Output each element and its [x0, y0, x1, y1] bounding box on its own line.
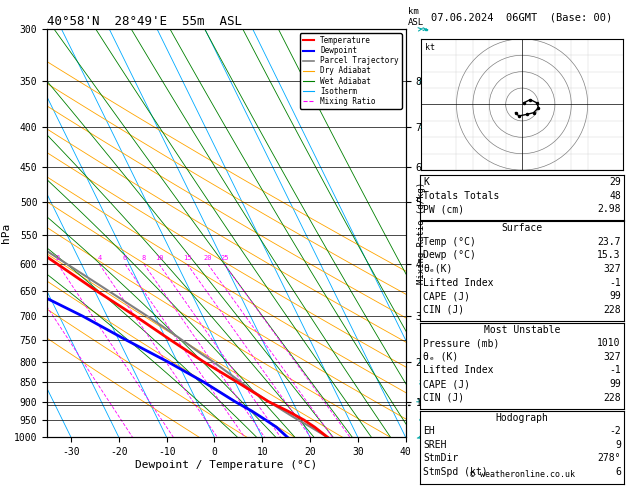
Text: 1010: 1010	[598, 338, 621, 348]
Text: Dewp (°C): Dewp (°C)	[423, 250, 476, 260]
Text: SREH: SREH	[423, 440, 447, 450]
Text: Totals Totals: Totals Totals	[423, 191, 499, 201]
Text: PW (cm): PW (cm)	[423, 204, 464, 214]
Text: StmDir: StmDir	[423, 453, 459, 464]
Text: θₑ (K): θₑ (K)	[423, 352, 459, 362]
Text: K: K	[423, 177, 429, 187]
Text: 99: 99	[609, 291, 621, 301]
Text: 228: 228	[603, 393, 621, 403]
Text: 228: 228	[603, 305, 621, 315]
Text: 20: 20	[204, 255, 212, 261]
Text: 15: 15	[183, 255, 191, 261]
Text: 07.06.2024  06GMT  (Base: 00): 07.06.2024 06GMT (Base: 00)	[431, 12, 613, 22]
Legend: Temperature, Dewpoint, Parcel Trajectory, Dry Adiabat, Wet Adiabat, Isotherm, Mi: Temperature, Dewpoint, Parcel Trajectory…	[299, 33, 402, 109]
Text: 4: 4	[97, 255, 101, 261]
Text: 10: 10	[155, 255, 164, 261]
Text: 15.3: 15.3	[598, 250, 621, 260]
Text: 25: 25	[220, 255, 228, 261]
Text: LCL: LCL	[459, 401, 474, 410]
Text: kt: kt	[425, 43, 435, 52]
Text: © weatheronline.co.uk: © weatheronline.co.uk	[470, 469, 574, 479]
Text: EH: EH	[423, 426, 435, 436]
Text: 48: 48	[609, 191, 621, 201]
Text: 2.98: 2.98	[598, 204, 621, 214]
Text: 2: 2	[56, 255, 60, 261]
Text: km
ASL: km ASL	[408, 7, 424, 27]
Text: Lifted Index: Lifted Index	[423, 278, 494, 288]
X-axis label: Dewpoint / Temperature (°C): Dewpoint / Temperature (°C)	[135, 460, 318, 470]
Text: 23.7: 23.7	[598, 237, 621, 247]
Text: Most Unstable: Most Unstable	[484, 325, 560, 335]
Text: 327: 327	[603, 352, 621, 362]
Y-axis label: hPa: hPa	[1, 223, 11, 243]
Text: 99: 99	[609, 379, 621, 389]
Text: 29: 29	[609, 177, 621, 187]
Text: 6: 6	[615, 467, 621, 477]
Text: CIN (J): CIN (J)	[423, 305, 464, 315]
Text: Hodograph: Hodograph	[496, 413, 548, 423]
Text: 327: 327	[603, 264, 621, 274]
Text: 9: 9	[615, 440, 621, 450]
Text: CAPE (J): CAPE (J)	[423, 291, 470, 301]
Text: -2: -2	[609, 426, 621, 436]
Text: 40°58'N  28°49'E  55m  ASL: 40°58'N 28°49'E 55m ASL	[47, 15, 242, 28]
Text: -1: -1	[609, 278, 621, 288]
Text: 8: 8	[142, 255, 146, 261]
Text: Pressure (mb): Pressure (mb)	[423, 338, 499, 348]
Text: 278°: 278°	[598, 453, 621, 464]
Text: CIN (J): CIN (J)	[423, 393, 464, 403]
Text: Temp (°C): Temp (°C)	[423, 237, 476, 247]
Text: Lifted Index: Lifted Index	[423, 365, 494, 376]
Text: Mixing Ratio (g/kg): Mixing Ratio (g/kg)	[417, 182, 426, 284]
Text: 6: 6	[123, 255, 127, 261]
Text: Surface: Surface	[501, 223, 543, 233]
Text: θₑ(K): θₑ(K)	[423, 264, 453, 274]
Text: -1: -1	[609, 365, 621, 376]
Text: CAPE (J): CAPE (J)	[423, 379, 470, 389]
Text: StmSpd (kt): StmSpd (kt)	[423, 467, 488, 477]
